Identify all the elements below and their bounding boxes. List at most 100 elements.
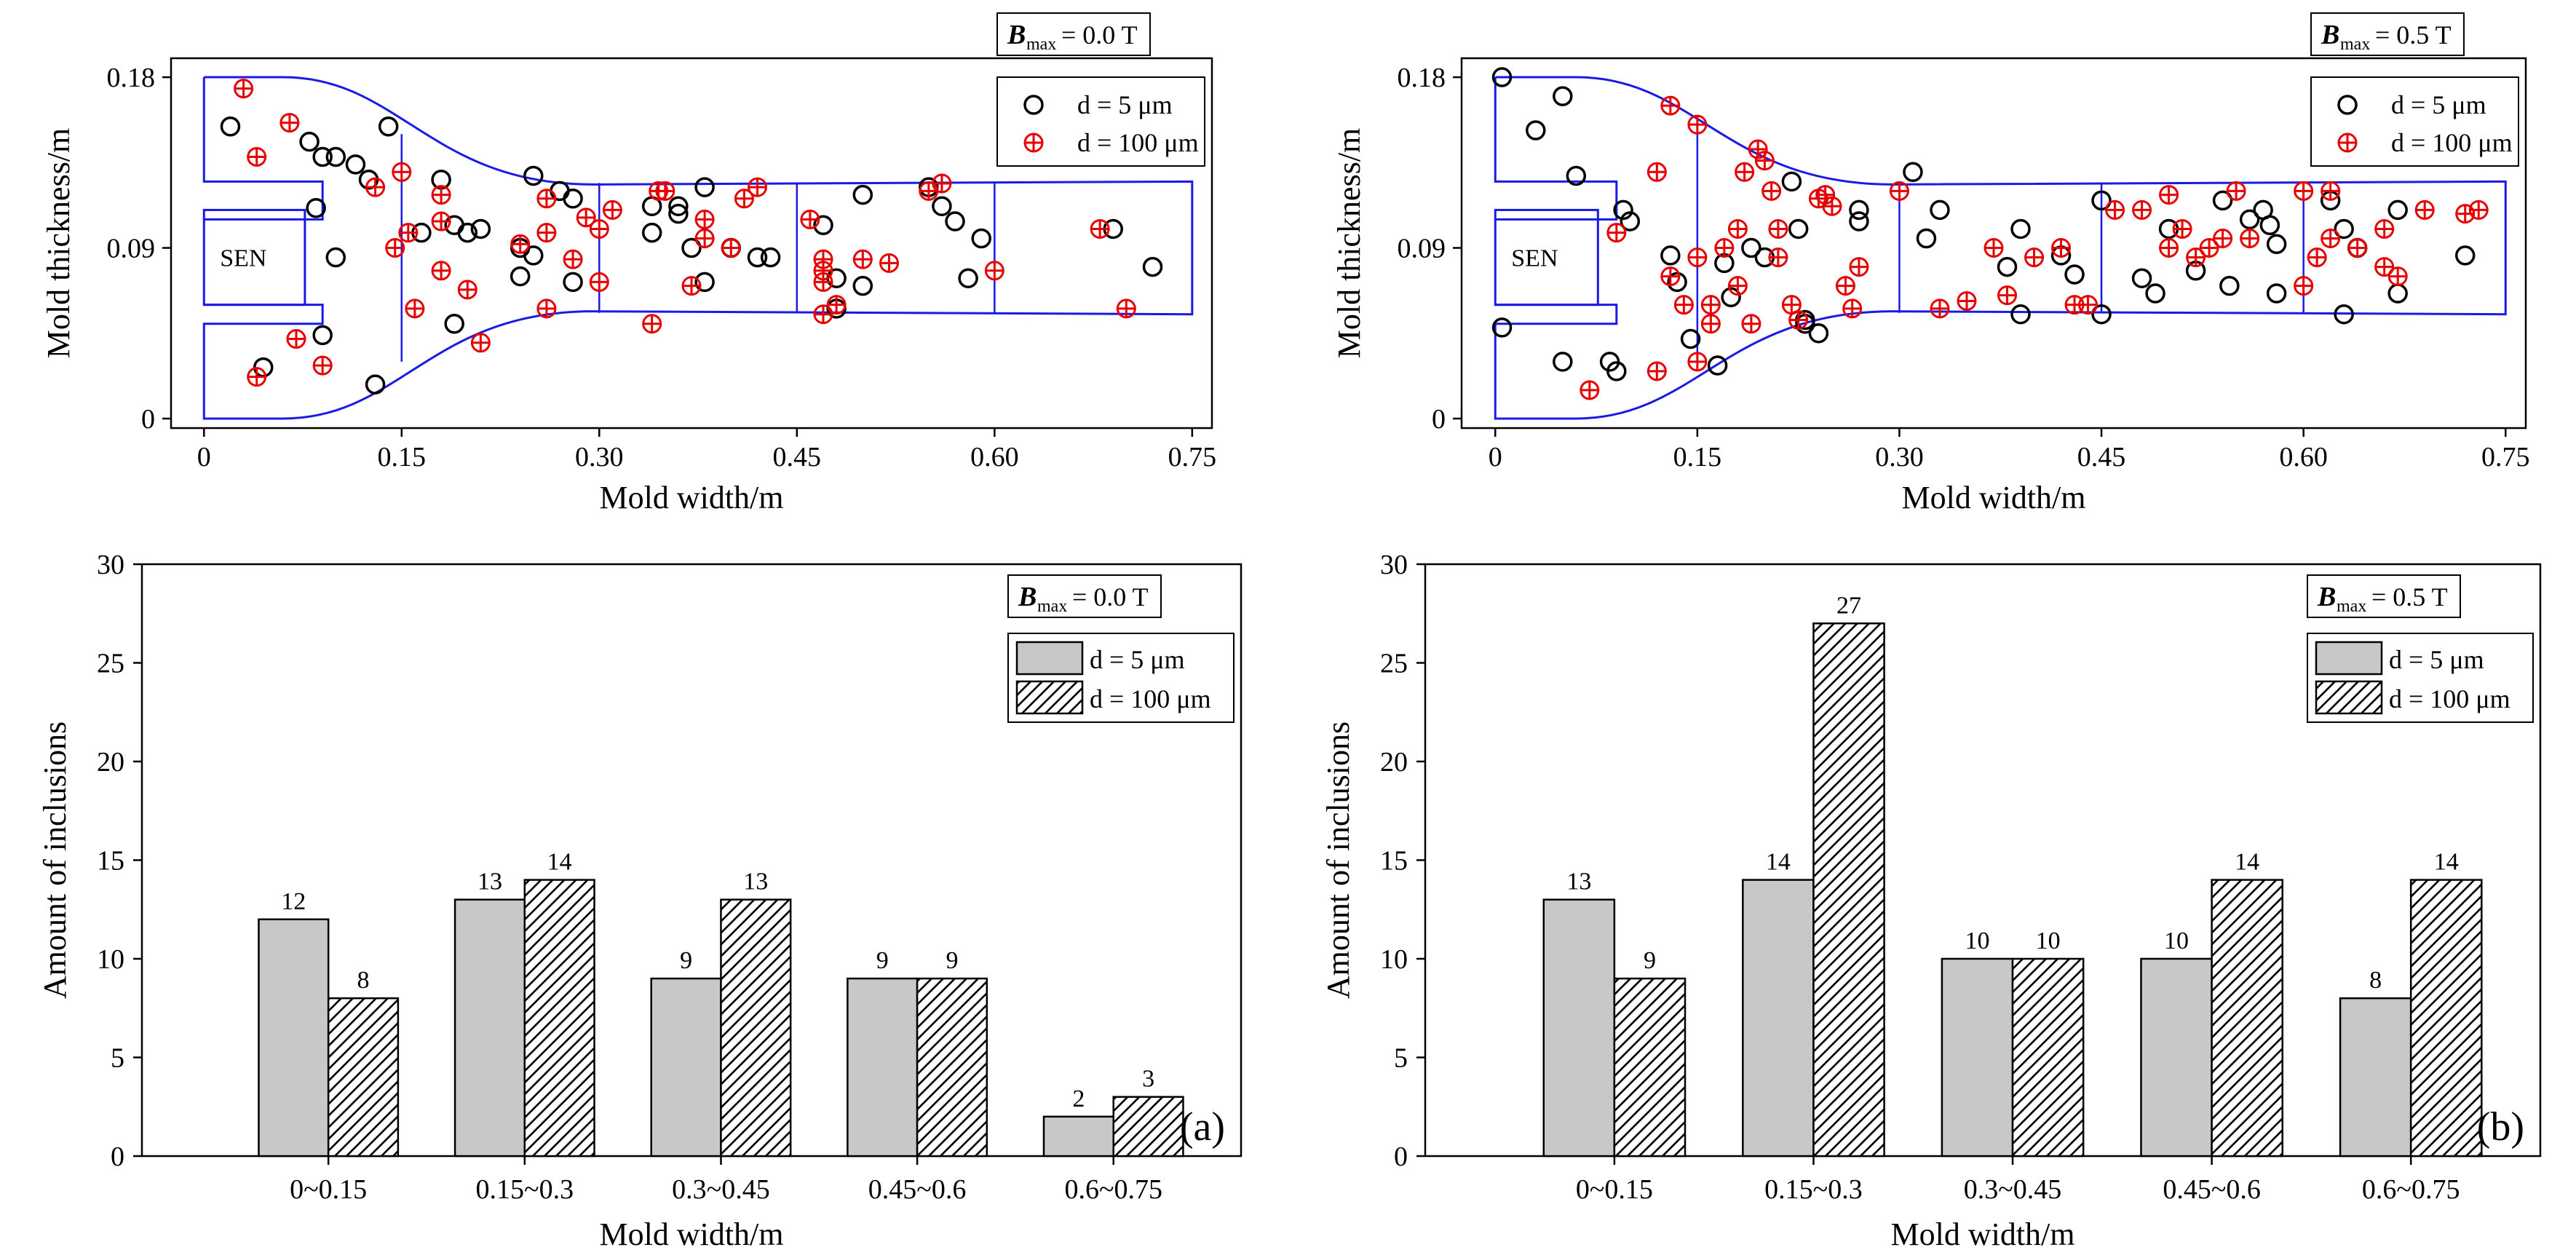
large-inclusion-point	[1889, 181, 1909, 201]
legend-large-plus	[1025, 134, 1042, 151]
plus-sign	[880, 254, 898, 272]
y-tick-label: 15	[1380, 846, 1408, 877]
bar-value-label: 8	[2369, 967, 2382, 994]
plot-frame	[1460, 57, 2527, 430]
large-inclusion-point	[1983, 238, 2004, 258]
plus-sign	[432, 261, 451, 280]
large-inclusion-point	[589, 272, 609, 292]
large-inclusion-point	[2240, 228, 2260, 248]
plus-sign	[815, 273, 833, 291]
large-inclusion-point	[536, 189, 557, 209]
plus-sign	[386, 239, 404, 257]
large-inclusion-point	[694, 209, 715, 229]
large-inclusion-point	[385, 238, 405, 258]
legend-large-plus	[2339, 134, 2356, 151]
large-inclusion-point	[470, 333, 491, 353]
small-inclusion-point	[1930, 199, 1950, 221]
small-inclusion-point	[220, 116, 241, 137]
large-inclusion-point	[563, 249, 583, 269]
bar-large-inclusions	[523, 879, 595, 1158]
sen-box	[1494, 208, 1599, 306]
small-inclusion-point	[378, 116, 399, 137]
small-inclusion-point	[457, 222, 478, 243]
plus-sign	[2214, 229, 2232, 248]
small-inclusion-point	[2387, 283, 2408, 304]
plus-sign	[1688, 116, 1706, 134]
plus-sign	[722, 239, 740, 257]
small-inclusion-point	[2064, 264, 2085, 285]
field-label-value: = 0.5 T	[2375, 20, 2452, 50]
x-tick-label: 0.15~0.3	[476, 1174, 574, 1205]
x-tick-label: 0.60	[970, 442, 1019, 472]
field-label-symbol: B	[2321, 20, 2339, 50]
bar-small-inclusions	[258, 918, 330, 1158]
legend-small-label: d = 5 μm	[2389, 645, 2484, 674]
bar-large-inclusions	[2011, 957, 2085, 1158]
small-inclusion-point	[2131, 268, 2152, 288]
sen-box	[202, 208, 306, 306]
large-inclusion-point	[431, 261, 451, 281]
bar-value-label: 14	[2235, 849, 2259, 876]
y-tick-label: 20	[1380, 747, 1408, 778]
plus-sign	[280, 114, 298, 132]
large-inclusion-point	[2321, 228, 2341, 248]
small-inclusion-point	[1916, 228, 1937, 249]
small-inclusion-point	[325, 146, 346, 167]
small-inclusion-point	[1613, 199, 1633, 221]
large-inclusion-point	[312, 355, 333, 376]
plus-sign	[1789, 311, 1807, 329]
plus-sign	[432, 186, 451, 204]
large-inclusion-point	[1673, 295, 1694, 315]
field-label-symbol: B	[1018, 582, 1037, 612]
y-tick-label: 0.18	[1398, 63, 1446, 93]
y-tick-label: 10	[97, 944, 124, 975]
legend-gray-swatch	[2315, 641, 2383, 676]
plus-sign	[1843, 299, 1861, 317]
large-inclusion-point	[852, 249, 873, 269]
bar-large-inclusions	[2409, 879, 2483, 1158]
small-inclusion-point	[1553, 352, 1573, 372]
y-axis-title: Amount of inclusions	[1320, 721, 1356, 999]
small-inclusion-point	[563, 189, 583, 209]
plus-sign	[2348, 239, 2366, 257]
plus-sign	[590, 220, 609, 238]
small-inclusion-point	[958, 268, 978, 288]
bar-large-inclusions	[327, 997, 400, 1158]
large-inclusion-point	[2387, 266, 2408, 287]
large-inclusion-point	[1741, 314, 1761, 334]
legend-small-marker	[1023, 95, 1044, 115]
large-inclusion-point	[431, 211, 451, 232]
large-inclusion-point	[1754, 151, 1775, 171]
large-inclusion-point	[2321, 181, 2341, 201]
large-inclusion-point	[1768, 218, 1788, 239]
legend-large-label: d = 100 μm	[2391, 128, 2513, 157]
large-inclusion-point	[826, 295, 847, 315]
large-inclusion-point	[813, 304, 833, 325]
large-inclusion-point	[800, 209, 820, 229]
x-tick-label: 0	[1489, 442, 1502, 472]
large-inclusion-point	[2414, 199, 2435, 220]
legend-small-label: d = 5 μm	[2391, 90, 2486, 119]
large-inclusion-point	[748, 177, 768, 197]
x-tick-label: 0.15~0.3	[1764, 1174, 1863, 1205]
large-inclusion-point	[398, 223, 419, 243]
plus-sign	[1648, 163, 1666, 181]
plus-sign	[1580, 381, 1598, 399]
small-inclusion-point	[1808, 323, 1829, 344]
plus-sign	[1769, 248, 1787, 266]
x-axis-title: Mold width/m	[1890, 1217, 2074, 1252]
large-inclusion-point	[510, 234, 531, 254]
plus-sign	[366, 178, 384, 197]
large-inclusion-point	[365, 177, 386, 197]
plus-sign	[2294, 277, 2313, 295]
y-tick-label: 0	[1432, 404, 1446, 435]
large-inclusion-point	[1727, 276, 1748, 296]
bar-small-inclusions	[453, 898, 526, 1158]
large-inclusion-point	[2294, 276, 2314, 296]
plus-sign	[432, 213, 451, 231]
y-tick-label: 20	[97, 747, 124, 778]
plus-sign	[537, 299, 555, 317]
bar-small-inclusions	[1941, 957, 2014, 1158]
large-inclusion-point	[2374, 218, 2395, 239]
large-inclusion-point	[1646, 361, 1667, 381]
